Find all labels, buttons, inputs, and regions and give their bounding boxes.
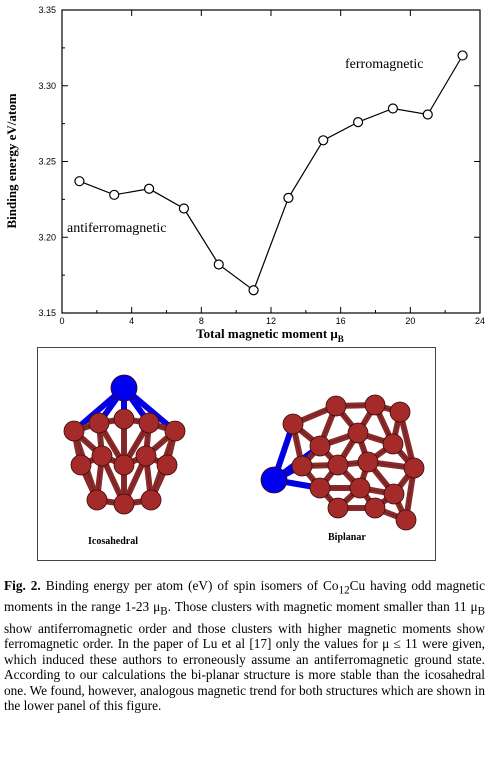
co-atom xyxy=(70,454,92,476)
data-point xyxy=(422,109,433,120)
co-atom xyxy=(382,433,404,455)
x-axis-title: Total magnetic moment μB xyxy=(196,326,344,344)
co-atom xyxy=(327,454,349,476)
co-atom xyxy=(156,454,178,476)
co-atom xyxy=(383,483,405,505)
x-tick-label: 20 xyxy=(405,316,415,326)
cu-atom xyxy=(260,466,288,494)
data-point xyxy=(178,203,190,214)
co-atom xyxy=(135,445,157,467)
y-tick-label: 3.30 xyxy=(38,81,56,91)
data-series xyxy=(74,50,468,296)
data-point xyxy=(283,192,294,203)
annotation-antiferromagnetic: antiferromagnetic xyxy=(67,221,167,236)
co-atom xyxy=(364,497,386,519)
biplanar-structure xyxy=(260,394,425,531)
structures-drawing xyxy=(63,374,425,531)
co-atom xyxy=(113,493,135,515)
co-atom xyxy=(86,489,108,511)
x-axis-title-subscript: B xyxy=(338,334,344,344)
co-atom xyxy=(395,509,417,531)
co-atom xyxy=(309,477,331,499)
cluster-structures-panel: Icosahedral Biplanar xyxy=(37,347,436,561)
data-point xyxy=(143,183,155,194)
y-tick-label: 3.35 xyxy=(38,5,56,15)
co-atom xyxy=(357,451,379,473)
y-tick-label: 3.20 xyxy=(38,232,56,242)
x-tick-label: 8 xyxy=(199,316,204,326)
co-atom xyxy=(138,412,160,434)
data-point xyxy=(109,189,120,200)
icosahedral-label: Icosahedral xyxy=(88,536,138,547)
axis-tick-labels: 0 4 8 12 16 20 24 3.15 3.20 3.25 3.30 3.35 xyxy=(38,5,485,326)
x-tick-label: 16 xyxy=(336,316,346,326)
co-atom xyxy=(91,445,113,467)
x-axis-title-text: Total magnetic moment xyxy=(196,326,328,341)
icosahedral-structure xyxy=(63,374,186,515)
co-atom xyxy=(349,477,371,499)
y-tick-label: 3.25 xyxy=(38,157,56,167)
data-point xyxy=(318,135,329,146)
y-axis-title: Binding energy eV/atom xyxy=(4,93,19,228)
data-point xyxy=(248,285,259,296)
figure-caption: Fig. 2. Binding energy per atom (eV) of … xyxy=(4,578,485,714)
co-atom xyxy=(63,420,85,442)
co-atom xyxy=(113,454,135,476)
co-atom xyxy=(327,497,349,519)
data-point xyxy=(74,176,85,187)
series-line xyxy=(79,55,464,292)
co-atom xyxy=(291,455,313,477)
x-tick-label: 24 xyxy=(475,316,485,326)
co-atom xyxy=(164,420,186,442)
data-point xyxy=(213,259,224,270)
co-atom xyxy=(309,435,331,457)
data-point xyxy=(352,117,364,128)
co-atom xyxy=(88,412,110,434)
co-atom xyxy=(364,394,386,416)
co-atom xyxy=(347,422,369,444)
x-tick-label: 12 xyxy=(266,316,276,326)
y-tick-label: 3.15 xyxy=(38,308,56,318)
co-atom xyxy=(140,489,162,511)
co-atom xyxy=(282,413,304,435)
co-atom xyxy=(113,408,135,430)
biplanar-label: Biplanar xyxy=(328,532,366,543)
co-atom xyxy=(403,457,425,479)
caption-paragraph: Fig. 2. Binding energy per atom (eV) of … xyxy=(4,578,486,714)
x-axis-title-symbol: μ xyxy=(330,326,338,341)
cu-atom xyxy=(110,374,138,402)
annotation-ferromagnetic: ferromagnetic xyxy=(345,57,424,72)
binding-energy-chart: 0 4 8 12 16 20 24 3.15 3.20 3.25 3.30 3.35 ferromag… xyxy=(4,5,485,344)
data-point xyxy=(387,103,399,114)
x-tick-label: 0 xyxy=(59,316,64,326)
figure-label: Fig. 2. xyxy=(4,578,41,593)
plot-frame xyxy=(61,9,481,314)
data-point xyxy=(457,50,468,61)
axis-ticks xyxy=(61,9,481,314)
co-atom xyxy=(325,395,347,417)
x-tick-label: 4 xyxy=(129,316,134,326)
co-atom xyxy=(389,401,411,423)
